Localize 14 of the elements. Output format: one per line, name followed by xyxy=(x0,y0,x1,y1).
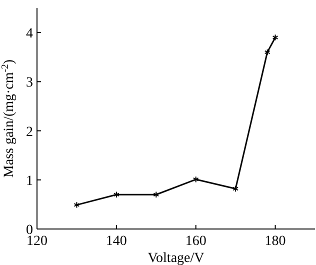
y-tick-label: 3 xyxy=(26,76,33,91)
point xyxy=(153,191,160,198)
x-tick-label: 120 xyxy=(26,234,48,249)
y-tick-label: 4 xyxy=(26,26,33,42)
point xyxy=(232,185,239,192)
x-tick-label: 160 xyxy=(185,234,206,249)
x-tick-label: 140 xyxy=(106,234,127,249)
x-axis-title: Voltage/V xyxy=(148,251,204,265)
y-tick-label: 1 xyxy=(26,174,33,189)
point xyxy=(264,48,270,56)
point xyxy=(113,191,120,198)
y-tick-label: 2 xyxy=(26,124,33,140)
point xyxy=(192,176,199,183)
x-tick-label: 180 xyxy=(264,234,286,249)
